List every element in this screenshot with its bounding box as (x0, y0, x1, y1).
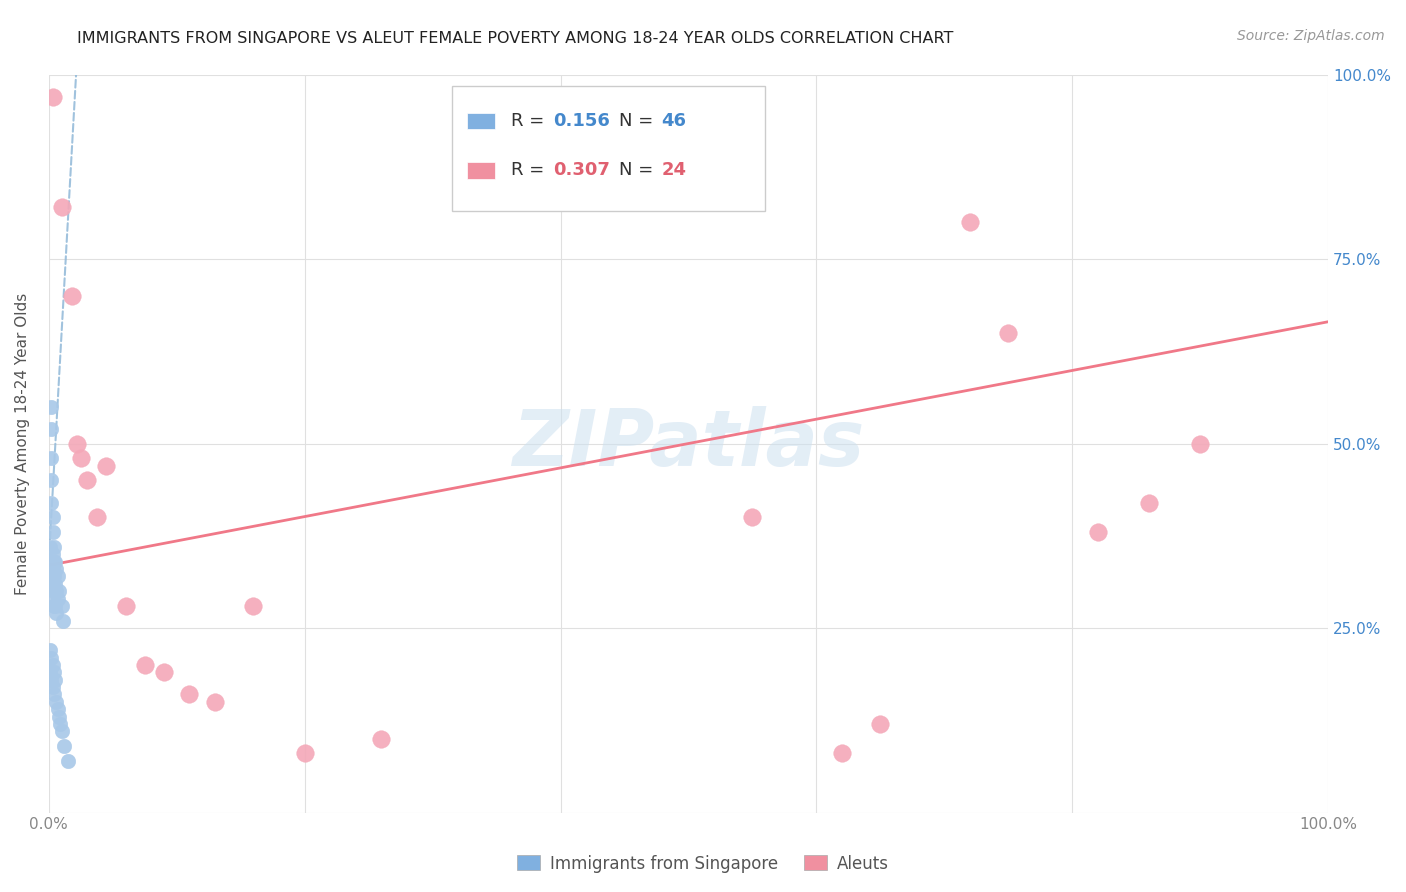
Point (41, 657, 63, 672)
Point (96, 458, 118, 473)
Text: Source: ZipAtlas.com: Source: ZipAtlas.com (1237, 29, 1385, 43)
FancyBboxPatch shape (451, 86, 765, 211)
Point (44, 599, 66, 613)
Point (42, 599, 65, 613)
Point (46, 702, 69, 716)
Point (959, 215, 981, 229)
Point (39, 400, 62, 414)
Legend: Immigrants from Singapore, Aleuts: Immigrants from Singapore, Aleuts (510, 848, 896, 880)
Text: ZIPatlas: ZIPatlas (512, 406, 865, 482)
Point (44, 576, 66, 591)
Point (39, 650, 62, 665)
Point (41, 591, 63, 606)
Text: N =: N = (620, 112, 659, 130)
Point (179, 688, 201, 702)
Point (42, 665, 65, 680)
Point (52, 614, 75, 628)
Point (48, 709, 70, 723)
Bar (467, 113, 495, 129)
Text: R =: R = (510, 161, 550, 179)
Text: 46: 46 (662, 112, 686, 130)
Point (831, 747, 853, 761)
Point (153, 665, 176, 680)
Point (45, 607, 67, 621)
Point (56, 754, 79, 768)
Point (39, 495, 62, 509)
Text: R =: R = (510, 112, 550, 130)
Point (39, 451, 62, 466)
Point (45, 695, 67, 709)
Point (41, 510, 63, 524)
Point (48, 584, 70, 599)
Text: N =: N = (620, 161, 659, 179)
Y-axis label: Female Poverty Among 18-24 Year Olds: Female Poverty Among 18-24 Year Olds (15, 293, 30, 595)
Point (44, 555, 66, 569)
Point (42, 569, 65, 583)
Point (204, 695, 226, 709)
Point (294, 747, 316, 761)
Point (86, 510, 108, 524)
Point (41, 576, 63, 591)
Point (41, 680, 63, 694)
Text: 0.156: 0.156 (553, 112, 610, 130)
Point (49, 717, 72, 731)
Point (45, 584, 67, 599)
Point (1087, 525, 1109, 540)
Point (39, 540, 62, 554)
Point (114, 599, 136, 613)
Point (869, 717, 891, 731)
Point (997, 326, 1019, 340)
Point (41, 562, 63, 576)
Point (51, 200, 73, 214)
Point (39, 555, 62, 569)
Point (42, 584, 65, 599)
Point (60, 289, 83, 303)
Point (42, 688, 65, 702)
Point (76, 474, 98, 488)
Point (39, 665, 62, 680)
Point (134, 657, 156, 672)
Point (44, 673, 66, 687)
Point (41, 547, 63, 561)
Point (370, 731, 392, 746)
Text: 0.307: 0.307 (553, 161, 610, 179)
Point (39, 643, 62, 657)
Bar (467, 162, 495, 178)
Point (69, 451, 91, 466)
Point (1137, 495, 1160, 509)
Point (1189, 436, 1212, 450)
Point (46, 591, 69, 606)
Point (39, 474, 62, 488)
Point (39, 673, 62, 687)
Point (41, 89, 63, 103)
Point (46, 569, 69, 583)
Text: 24: 24 (662, 161, 686, 179)
Point (39, 422, 62, 436)
Point (51, 724, 73, 739)
Point (53, 739, 76, 753)
Point (45, 562, 67, 576)
Point (51, 599, 73, 613)
Point (66, 436, 89, 450)
Point (741, 510, 763, 524)
Text: IMMIGRANTS FROM SINGAPORE VS ALEUT FEMALE POVERTY AMONG 18-24 YEAR OLDS CORRELAT: IMMIGRANTS FROM SINGAPORE VS ALEUT FEMAL… (77, 31, 953, 46)
Point (42, 540, 65, 554)
Point (242, 599, 264, 613)
Point (42, 555, 65, 569)
Point (39, 569, 62, 583)
Point (41, 525, 63, 540)
